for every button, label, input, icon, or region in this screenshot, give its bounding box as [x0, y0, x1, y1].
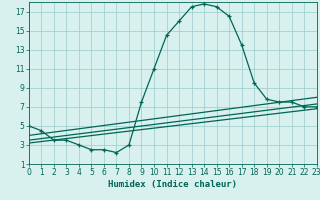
- X-axis label: Humidex (Indice chaleur): Humidex (Indice chaleur): [108, 180, 237, 189]
